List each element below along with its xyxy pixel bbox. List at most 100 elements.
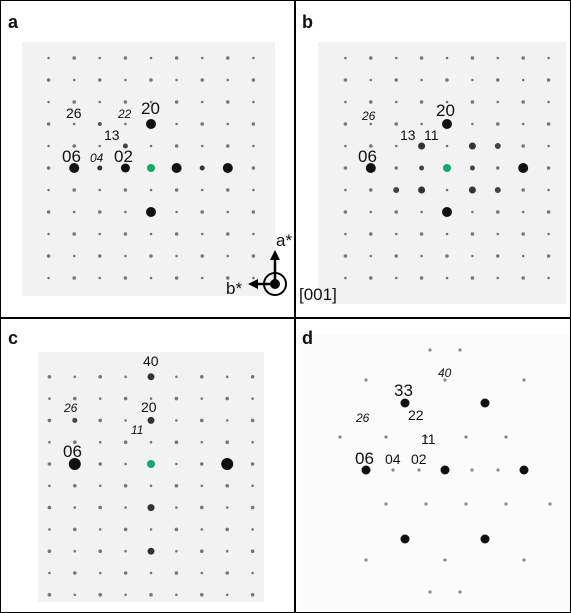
spot bbox=[469, 143, 476, 150]
spot bbox=[98, 549, 102, 553]
spot bbox=[150, 441, 153, 444]
spot bbox=[521, 276, 525, 280]
spot bbox=[370, 211, 373, 214]
spot bbox=[471, 211, 474, 214]
spot-label: 40 bbox=[438, 366, 452, 380]
spot bbox=[522, 79, 525, 82]
spot bbox=[98, 210, 102, 214]
spot-label: 02 bbox=[114, 147, 133, 166]
spot bbox=[420, 232, 424, 236]
spot bbox=[175, 594, 178, 597]
axis-label: b* bbox=[226, 279, 242, 298]
spot bbox=[394, 166, 398, 170]
spot bbox=[124, 463, 127, 466]
spot bbox=[98, 78, 102, 82]
spot bbox=[497, 277, 500, 280]
panel-label: b bbox=[302, 12, 313, 32]
spot bbox=[252, 233, 255, 236]
spot bbox=[175, 211, 178, 214]
spot bbox=[200, 549, 204, 553]
spot bbox=[344, 145, 347, 148]
panel-label: d bbox=[302, 328, 313, 348]
spot bbox=[150, 145, 153, 148]
spot bbox=[175, 376, 178, 379]
spot bbox=[97, 166, 102, 171]
spot bbox=[150, 277, 153, 280]
spot bbox=[395, 233, 398, 236]
spot bbox=[48, 485, 51, 488]
spot bbox=[74, 506, 77, 509]
spot bbox=[471, 79, 474, 82]
spot bbox=[470, 166, 475, 171]
spot bbox=[99, 277, 102, 280]
spot bbox=[446, 233, 449, 236]
spot bbox=[394, 254, 398, 258]
spot bbox=[344, 78, 348, 82]
spot bbox=[150, 233, 153, 236]
spot bbox=[344, 233, 347, 236]
spot bbox=[251, 462, 255, 466]
spot bbox=[124, 528, 128, 532]
spot bbox=[344, 210, 348, 214]
spot bbox=[73, 123, 76, 126]
spot bbox=[344, 277, 347, 280]
spot bbox=[369, 188, 373, 192]
spot bbox=[227, 123, 230, 126]
spot bbox=[394, 78, 398, 82]
spot bbox=[424, 502, 427, 505]
pattern-bg bbox=[318, 42, 566, 304]
spot bbox=[394, 122, 398, 126]
spot bbox=[420, 211, 423, 214]
spot bbox=[497, 57, 500, 60]
spot bbox=[99, 572, 102, 575]
spot bbox=[175, 79, 178, 82]
spot bbox=[251, 375, 255, 379]
spot bbox=[201, 145, 204, 148]
spot bbox=[73, 528, 77, 532]
panel-label: c bbox=[8, 328, 18, 348]
spot bbox=[442, 119, 452, 129]
spot bbox=[394, 210, 398, 214]
spot bbox=[495, 187, 501, 193]
pattern-bg bbox=[38, 352, 264, 602]
spot bbox=[48, 593, 52, 597]
spot-label: 26 bbox=[63, 401, 78, 415]
spot-label: 06 bbox=[358, 147, 377, 166]
spot bbox=[99, 528, 102, 531]
spot bbox=[47, 78, 51, 82]
spot bbox=[201, 189, 204, 192]
spot bbox=[252, 145, 255, 148]
spot bbox=[252, 166, 256, 170]
spot bbox=[496, 254, 500, 258]
spot bbox=[420, 276, 424, 280]
spot bbox=[469, 187, 476, 194]
spot bbox=[201, 485, 204, 488]
spot bbox=[98, 593, 102, 597]
spot bbox=[464, 502, 467, 505]
spot-label: 11 bbox=[424, 127, 439, 143]
spot bbox=[428, 348, 431, 351]
spot bbox=[175, 528, 179, 532]
spot bbox=[175, 56, 179, 60]
spot bbox=[72, 56, 76, 60]
spot bbox=[547, 101, 550, 104]
spot bbox=[369, 276, 373, 280]
spot bbox=[74, 550, 77, 553]
spot bbox=[47, 210, 51, 214]
spot bbox=[72, 188, 76, 192]
spot bbox=[99, 397, 102, 400]
spot bbox=[175, 276, 179, 280]
spot bbox=[124, 419, 127, 422]
spot-label: 06 bbox=[355, 449, 374, 468]
spot bbox=[221, 458, 233, 470]
spot bbox=[175, 255, 178, 258]
spot-label: 26 bbox=[361, 109, 376, 123]
spot bbox=[148, 417, 155, 424]
spot bbox=[146, 119, 156, 129]
spot bbox=[251, 397, 254, 400]
spot bbox=[99, 441, 102, 444]
spot bbox=[98, 254, 102, 258]
spot bbox=[99, 101, 102, 104]
spot bbox=[47, 166, 51, 170]
spot bbox=[443, 558, 446, 561]
